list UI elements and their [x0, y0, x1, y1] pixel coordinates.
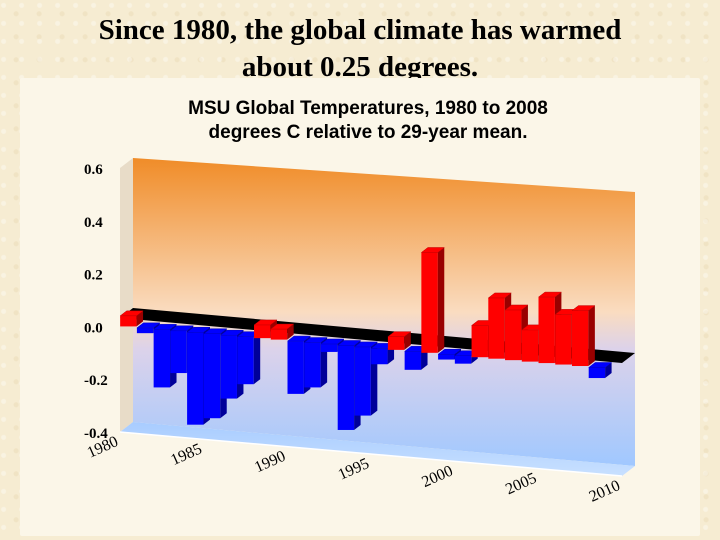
chart-floor-front-edge: [119, 431, 623, 477]
bar-side-face: [588, 305, 595, 367]
chart-back-wall: [133, 158, 635, 466]
x-tick-label: 1995: [336, 455, 372, 484]
y-tick-label: -0.4: [84, 426, 108, 442]
bar-front-face: [304, 342, 321, 388]
bar-top-face: [487, 292, 512, 299]
x-tick-label: 1990: [252, 448, 288, 477]
bar-front-face: [521, 329, 539, 362]
bar-top-face: [169, 325, 195, 332]
bar-top-face: [186, 327, 211, 333]
bar-front-face: [320, 344, 338, 352]
y-tick-label: 0.6: [84, 162, 103, 178]
bar-front-face: [471, 325, 488, 358]
y-tick-label: -0.2: [84, 373, 108, 389]
bar-2008: [587, 362, 613, 379]
bar-front-face: [187, 332, 204, 425]
bar-1987: [236, 331, 261, 385]
bar-front-face: [454, 355, 472, 364]
bar-front-face: [404, 351, 422, 370]
bar-front-face: [120, 315, 137, 327]
bar-front-face: [203, 333, 221, 419]
bar-front-face: [538, 297, 555, 364]
bar-top-face: [286, 335, 312, 342]
y-tick-label: 0.4: [84, 215, 103, 231]
bar-side-face: [437, 247, 445, 353]
bar-1996: [387, 331, 412, 350]
bar-front-face: [438, 354, 455, 360]
slide-title-line-1: Since 1980, the global climate has warme…: [98, 14, 622, 46]
bar-top-face: [303, 337, 328, 343]
bar-front-face: [371, 348, 388, 365]
bar-top-face: [119, 310, 144, 317]
bar-top-face: [504, 304, 529, 311]
bar-front-face: [354, 346, 371, 416]
temperature-bar-chart: MSU Global Temperatures, 1980 to 2008 de…: [84, 98, 635, 506]
bar-front-face: [571, 310, 589, 367]
bar-top-face: [320, 338, 345, 345]
bar-front-face: [287, 341, 304, 394]
bar-front-face: [387, 336, 405, 350]
slide-title-line-2: about 0.25 degrees.: [241, 51, 479, 83]
bar-2007: [571, 305, 596, 367]
x-tick-label: 2010: [587, 477, 623, 506]
bar-front-face: [220, 335, 237, 399]
bar-side-face: [253, 331, 261, 385]
bar-front-face: [254, 324, 271, 339]
bar-front-face: [421, 252, 438, 353]
x-tick-label: 2000: [419, 462, 455, 491]
bar-top-face: [387, 331, 412, 337]
bar-top-face: [253, 319, 278, 326]
bar-front-face: [237, 336, 254, 385]
y-tick-label: 0.2: [84, 268, 103, 284]
bar-top-face: [353, 341, 379, 348]
chart-subtitle: degrees C relative to 29-year mean.: [209, 122, 528, 143]
chart-side-wall: [120, 158, 133, 432]
x-tick-label: 2005: [503, 470, 539, 499]
bar-front-face: [136, 327, 154, 334]
bar-front-face: [337, 345, 355, 430]
bar-top-face: [587, 362, 613, 368]
bar-front-face: [588, 367, 606, 379]
bar-1980: [119, 310, 144, 327]
bar-top-face: [136, 322, 161, 329]
chart-floor: [120, 422, 635, 476]
chart-title: MSU Global Temperatures, 1980 to 2008: [188, 98, 548, 119]
bar-top-face: [203, 328, 228, 334]
bar-top-face: [571, 305, 596, 311]
bar-front-face: [153, 329, 171, 388]
slide-title: Since 1980, the global climate has warme…: [0, 12, 720, 86]
bar-top-face: [219, 329, 245, 336]
chart-area: MSU Global Temperatures, 1980 to 2008 de…: [20, 78, 700, 536]
bar-front-face: [170, 330, 187, 374]
bar-top-face: [420, 247, 446, 253]
x-tick-label: 1985: [168, 440, 204, 469]
bar-top-face: [537, 291, 563, 298]
bar-top-face: [152, 324, 178, 330]
bar-front-face: [505, 309, 522, 361]
bar-front-face: [555, 314, 572, 365]
bar-side-face: [404, 331, 411, 350]
y-tick-label: 0.0: [84, 320, 103, 336]
bar-top-face: [270, 323, 295, 330]
bar-top-face: [437, 349, 462, 355]
bar-1998: [420, 247, 446, 353]
bar-top-face: [336, 340, 362, 346]
bar-1989: [270, 323, 295, 340]
bar-front-face: [270, 329, 288, 340]
bar-front-face: [488, 297, 505, 359]
